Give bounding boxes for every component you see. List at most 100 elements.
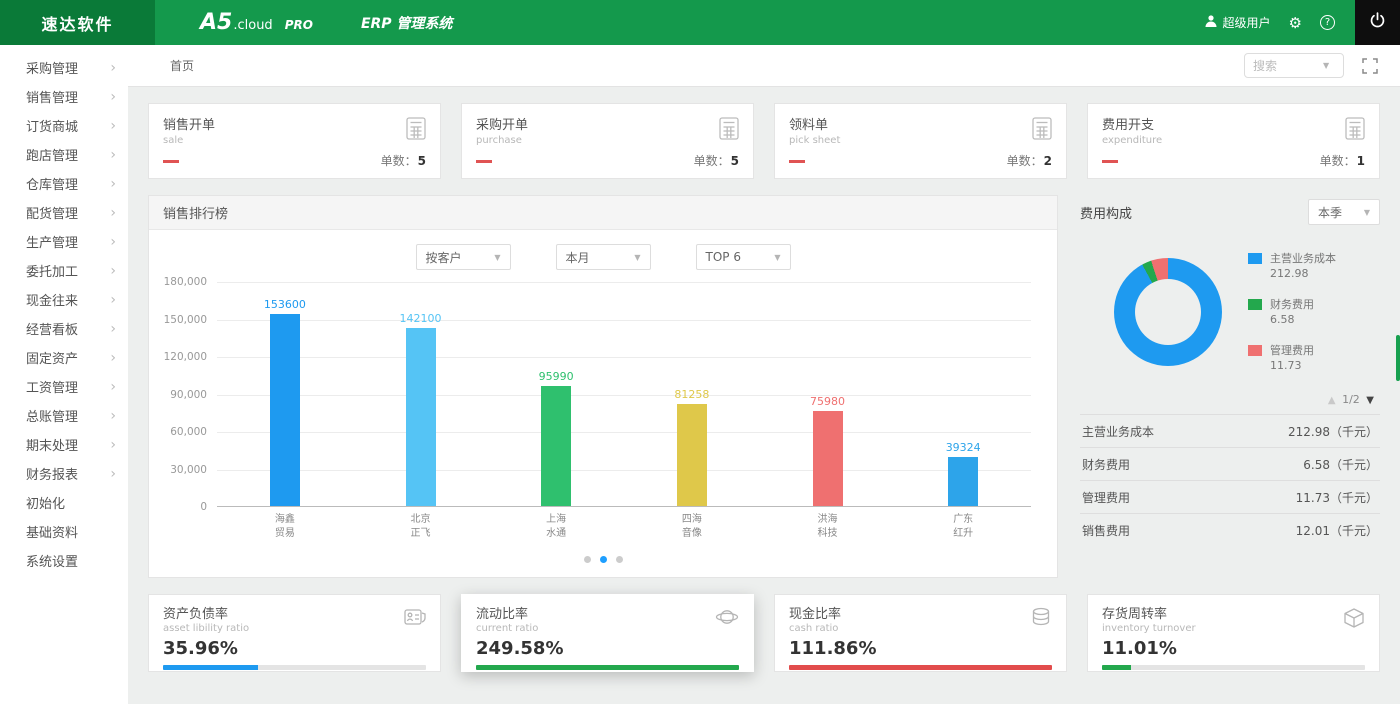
sidebar-item[interactable]: 订货商城 › bbox=[0, 111, 128, 140]
bar[interactable] bbox=[405, 328, 436, 506]
bar[interactable] bbox=[676, 404, 707, 506]
expense-row-value: 12.01（千元） bbox=[1295, 523, 1378, 538]
stat-row: 销售开单 sale 单数：5 采购开单 purchase 单数：5 领料单 pick shee… bbox=[148, 103, 1380, 179]
chevron-right-icon: › bbox=[110, 59, 116, 76]
scrollbar-thumb[interactable] bbox=[1396, 335, 1400, 381]
x-axis-label: 四海 音像 bbox=[681, 514, 702, 539]
app-logo[interactable]: 速达软件 bbox=[0, 0, 155, 45]
y-axis: 0 30,000 60,000 90,000 120,000 150,000 180,000 bbox=[157, 276, 217, 513]
filter-select[interactable]: 本月 ▼ bbox=[555, 244, 651, 270]
carousel-dot[interactable] bbox=[599, 556, 607, 563]
count-label: 单数： bbox=[380, 154, 417, 168]
calculator-icon bbox=[1345, 117, 1365, 144]
chevron-down-icon: ▼ bbox=[1323, 61, 1330, 70]
stat-card[interactable]: 费用开支 expenditure 单数：1 bbox=[1087, 103, 1380, 179]
sidebar-item-label: 采购管理 bbox=[26, 62, 79, 77]
sidebar-item[interactable]: 配货管理 › bbox=[0, 198, 128, 227]
gridline bbox=[217, 282, 1031, 283]
gear-icon[interactable]: ⚙ bbox=[1288, 13, 1302, 32]
legend-pager: ▲ 1/2 ▼ bbox=[1080, 393, 1380, 406]
sidebar-item[interactable]: 固定资产 › bbox=[0, 343, 128, 372]
sidebar-item-label: 销售管理 bbox=[26, 91, 79, 106]
main-area: 首页 ▼ 销售开单sale单数：5采购开单purchase单数：5领料单pick… bbox=[128, 45, 1400, 704]
period-select[interactable]: 本季 ▼ bbox=[1308, 199, 1380, 225]
legend-label: 主营业务成本 bbox=[1270, 252, 1336, 265]
red-dash bbox=[789, 160, 805, 163]
filter-select[interactable]: 按客户 ▼ bbox=[415, 244, 511, 270]
count-value: 5 bbox=[417, 154, 426, 168]
search-input[interactable] bbox=[1253, 58, 1323, 73]
expense-panel: 费用构成 本季 ▼ 主营业务成本 212.98 财务费用 6.58 管理费用 11.73 … bbox=[1080, 195, 1380, 578]
chevron-down-icon: ▼ bbox=[1363, 207, 1370, 217]
ratio-card-value: 249.58% bbox=[476, 638, 564, 659]
sidebar-item[interactable]: 委托加工 › bbox=[0, 256, 128, 285]
sidebar-item[interactable]: 现金往来 › bbox=[0, 285, 128, 314]
count-value: 1 bbox=[1356, 154, 1365, 168]
y-axis-label: 180,000 bbox=[163, 276, 207, 288]
filter-select[interactable]: TOP 6 ▼ bbox=[695, 244, 791, 270]
power-button[interactable] bbox=[1355, 0, 1400, 45]
stat-card-count: 单数：2 bbox=[1007, 152, 1052, 169]
chevron-right-icon: › bbox=[110, 407, 116, 424]
sidebar-item[interactable]: 财务报表 › bbox=[0, 459, 128, 488]
stat-card[interactable]: 销售开单 sale 单数：5 bbox=[148, 103, 441, 179]
sidebar-item[interactable]: 生产管理 › bbox=[0, 227, 128, 256]
idcard-icon bbox=[404, 607, 426, 631]
sidebar-item[interactable]: 销售管理 › bbox=[0, 82, 128, 111]
ratio-card-subtitle: current ratio bbox=[476, 623, 539, 634]
stat-card-title: 销售开单 bbox=[163, 118, 216, 133]
tab-home[interactable]: 首页 bbox=[170, 59, 195, 73]
stat-card[interactable]: 采购开单 purchase 单数：5 bbox=[461, 103, 754, 179]
sidebar-item-label: 跑店管理 bbox=[26, 149, 79, 164]
sidebar-item[interactable]: 跑店管理 › bbox=[0, 140, 128, 169]
user-name: 超级用户 bbox=[1222, 16, 1271, 30]
carousel-dot[interactable] bbox=[615, 556, 623, 563]
y-axis-label: 150,000 bbox=[163, 313, 207, 326]
pager-up-icon[interactable]: ▲ bbox=[1327, 395, 1336, 407]
expense-row: 财务费用 6.58（千元） bbox=[1080, 447, 1380, 480]
count-value: 5 bbox=[730, 154, 739, 168]
sidebar-item[interactable]: 基础资料 bbox=[0, 517, 128, 546]
ratio-card[interactable]: 资产负债率 asset libility ratio 35.96% bbox=[148, 594, 441, 672]
chevron-right-icon: › bbox=[110, 349, 116, 366]
stat-card-subtitle: sale bbox=[163, 135, 184, 146]
bar-value-label: 142100 bbox=[399, 312, 442, 326]
sidebar-item[interactable]: 系统设置 bbox=[0, 546, 128, 575]
sidebar-item[interactable]: 采购管理 › bbox=[0, 53, 128, 82]
sidebar-item-label: 生产管理 bbox=[26, 236, 79, 251]
search-box[interactable]: ▼ bbox=[1244, 53, 1344, 78]
bar[interactable] bbox=[812, 411, 843, 506]
user-icon bbox=[1204, 14, 1218, 31]
sidebar-item[interactable]: 总账管理 › bbox=[0, 401, 128, 430]
sidebar-item[interactable]: 经营看板 › bbox=[0, 314, 128, 343]
expense-row: 销售费用 12.01（千元） bbox=[1080, 513, 1380, 546]
bar[interactable] bbox=[541, 386, 572, 506]
ratio-card[interactable]: 流动比率 current ratio 249.58% bbox=[461, 594, 754, 672]
bar[interactable] bbox=[269, 314, 300, 506]
bar-value-label: 95990 bbox=[538, 370, 574, 384]
donut-row: 主营业务成本 212.98 财务费用 6.58 管理费用 11.73 bbox=[1080, 251, 1380, 373]
ratio-card-subtitle: asset libility ratio bbox=[163, 623, 250, 634]
sidebar-item[interactable]: 仓库管理 › bbox=[0, 169, 128, 198]
ratio-card-title: 现金比率 bbox=[789, 607, 842, 622]
calculator-icon bbox=[719, 117, 739, 144]
stat-card-title: 费用开支 bbox=[1102, 118, 1155, 133]
sidebar-item[interactable]: 初始化 bbox=[0, 488, 128, 517]
sidebar-item[interactable]: 工资管理 › bbox=[0, 372, 128, 401]
bar[interactable] bbox=[948, 456, 979, 506]
stat-card[interactable]: 领料单 pick sheet 单数：2 bbox=[774, 103, 1067, 179]
fullscreen-icon[interactable] bbox=[1362, 57, 1378, 74]
chevron-down-icon: ▼ bbox=[494, 252, 501, 262]
ratio-card[interactable]: 现金比率 cash ratio 111.86% bbox=[774, 594, 1067, 672]
bar-slot: 39324 bbox=[895, 282, 1031, 506]
help-icon[interactable]: ? bbox=[1320, 15, 1335, 30]
bar-slot: 95990 bbox=[488, 282, 624, 506]
pager-down-icon[interactable]: ▼ bbox=[1366, 395, 1374, 407]
carousel-dot[interactable] bbox=[583, 556, 591, 563]
sales-ranking-card: 销售排行榜 按客户 ▼ 本月 ▼ TOP 6 ▼ 0 30,000 60,000 90,000 1… bbox=[148, 195, 1058, 578]
user-menu[interactable]: 超级用户 bbox=[1204, 14, 1271, 31]
count-label: 单数： bbox=[1319, 154, 1356, 168]
ratio-card[interactable]: 存货周转率 inventory turnover 11.01% bbox=[1087, 594, 1380, 672]
ratio-card-subtitle: cash ratio bbox=[789, 623, 839, 634]
sidebar-item[interactable]: 期末处理 › bbox=[0, 430, 128, 459]
